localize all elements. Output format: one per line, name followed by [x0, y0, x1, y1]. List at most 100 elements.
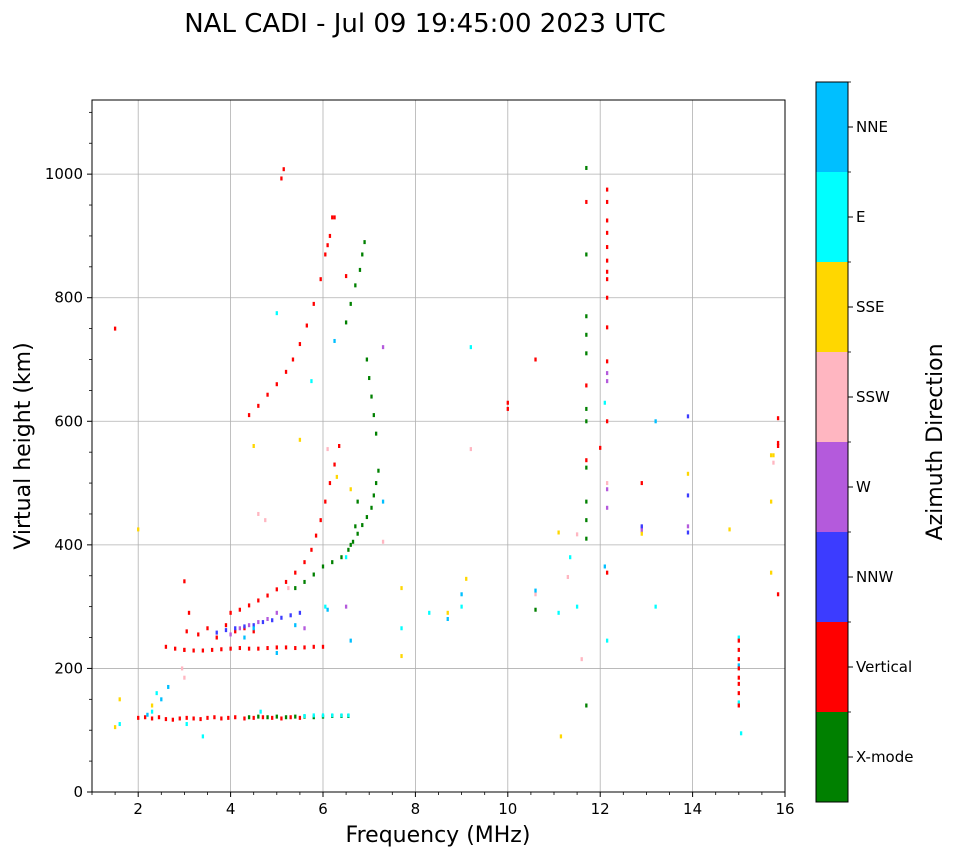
data-point — [506, 406, 509, 411]
data-point — [252, 623, 255, 628]
data-point — [776, 592, 780, 597]
data-point — [257, 714, 260, 719]
data-point — [640, 531, 643, 536]
data-point — [164, 644, 168, 649]
colorbar-tick-label: X-mode — [856, 748, 913, 766]
data-point — [605, 638, 609, 643]
data-point — [331, 215, 334, 220]
data-point — [146, 712, 149, 717]
data-point — [314, 533, 318, 538]
data-point — [356, 531, 359, 536]
data-point — [737, 703, 740, 708]
colorbar-swatch — [816, 712, 848, 802]
data-point — [776, 440, 780, 445]
data-point — [303, 560, 306, 565]
data-point — [312, 644, 315, 649]
data-point — [284, 715, 288, 720]
colorbar-swatch — [816, 262, 848, 352]
data-point — [257, 598, 260, 603]
x-tick-label: 6 — [318, 800, 328, 818]
data-point — [266, 715, 269, 720]
data-point — [585, 252, 588, 257]
colorbar-swatch — [816, 442, 848, 532]
colorbar-tick-label: W — [856, 478, 871, 496]
x-tick-label: 4 — [226, 800, 236, 818]
data-point — [469, 345, 472, 350]
x-tick-label: 2 — [133, 800, 143, 818]
y-tick-label: 1000 — [45, 165, 83, 183]
colorbar-tick-label: NNW — [856, 568, 893, 586]
x-axis-ticks: 2 4 6 8 10 12 14 16 — [91, 792, 795, 818]
data-point — [164, 717, 168, 722]
colorbar-swatch — [816, 172, 848, 262]
data-point — [243, 635, 246, 640]
data-point — [377, 468, 380, 473]
data-point — [739, 731, 743, 736]
data-point — [654, 419, 657, 424]
data-point — [640, 481, 643, 486]
data-point — [737, 663, 740, 668]
data-point — [183, 647, 186, 652]
colorbar-tick-label: E — [856, 208, 865, 226]
data-point — [368, 376, 371, 381]
data-point — [361, 252, 364, 257]
data-point — [381, 499, 385, 504]
data-point — [358, 267, 362, 272]
data-point — [321, 564, 325, 569]
data-point — [605, 258, 609, 263]
data-point — [312, 301, 315, 306]
data-point — [118, 722, 121, 727]
data-point — [354, 524, 357, 529]
data-point — [247, 646, 251, 651]
data-marks — [113, 165, 780, 739]
data-point — [266, 646, 269, 651]
data-point — [737, 657, 740, 662]
data-point — [365, 515, 369, 520]
data-point — [686, 493, 690, 498]
data-point — [150, 709, 154, 714]
data-point — [326, 447, 329, 452]
data-point — [349, 542, 352, 547]
data-point — [363, 240, 366, 245]
data-point — [585, 199, 588, 204]
data-point — [585, 383, 588, 388]
data-point — [271, 618, 274, 623]
data-point — [243, 624, 246, 629]
data-point — [271, 715, 274, 720]
data-point — [312, 713, 315, 718]
data-point — [737, 635, 740, 640]
data-point — [220, 716, 223, 721]
data-point — [534, 592, 537, 597]
data-point — [605, 371, 609, 376]
colorbar-swatch — [816, 622, 848, 712]
data-point — [446, 617, 449, 621]
colorbar-frame — [815, 81, 849, 803]
data-point — [534, 357, 537, 362]
data-point — [137, 527, 140, 532]
plot-frame — [91, 99, 786, 793]
data-point — [252, 715, 255, 720]
data-point — [187, 610, 191, 615]
y-tick-label: 0 — [73, 783, 83, 801]
data-point — [460, 592, 463, 597]
data-point — [344, 274, 348, 279]
data-point — [137, 715, 140, 720]
data-point — [605, 379, 609, 384]
data-point — [284, 579, 288, 584]
data-point — [370, 394, 373, 399]
data-point — [769, 453, 773, 458]
data-point — [599, 445, 602, 450]
colorbar-tick-label: NNE — [856, 118, 888, 136]
data-point — [298, 437, 302, 442]
data-point — [460, 604, 463, 609]
data-point — [585, 406, 588, 411]
data-point — [294, 714, 297, 719]
data-point — [252, 626, 255, 631]
data-point — [365, 357, 369, 362]
data-point — [275, 650, 278, 655]
data-point — [328, 481, 332, 486]
data-point — [298, 715, 302, 720]
data-point — [557, 610, 560, 615]
data-point — [686, 471, 690, 476]
data-point — [252, 629, 255, 634]
